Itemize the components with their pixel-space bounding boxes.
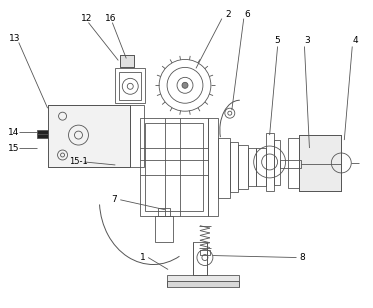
Bar (248, 148, 256, 186)
Text: 13: 13 (9, 34, 21, 43)
Text: 5: 5 (275, 36, 280, 45)
Text: 15: 15 (8, 144, 19, 152)
Text: 16: 16 (104, 14, 116, 23)
Text: 14: 14 (8, 128, 19, 137)
Bar (288, 138, 300, 188)
Bar (155, 216, 173, 241)
Bar (120, 55, 134, 67)
Bar (37, 130, 48, 138)
Bar (115, 68, 145, 103)
Bar (266, 133, 274, 191)
Text: 1: 1 (140, 253, 146, 262)
Bar (158, 208, 170, 216)
Circle shape (182, 82, 188, 88)
Bar (48, 105, 130, 167)
Bar (120, 55, 134, 67)
Bar (140, 118, 208, 216)
Bar (256, 148, 266, 186)
Text: 15-1: 15-1 (69, 157, 88, 166)
Text: 12: 12 (81, 14, 92, 23)
Bar (230, 142, 238, 192)
Bar (130, 105, 144, 167)
Text: 7: 7 (112, 195, 117, 204)
Bar (167, 282, 239, 287)
Bar (193, 241, 207, 275)
Text: 2: 2 (225, 10, 231, 19)
Bar (300, 135, 341, 191)
Bar (274, 140, 280, 185)
Bar (300, 135, 341, 191)
Bar (119, 72, 141, 100)
Bar (208, 118, 218, 216)
Bar (145, 123, 203, 211)
Bar (238, 145, 248, 189)
Text: 4: 4 (352, 36, 358, 45)
Bar (218, 138, 230, 198)
Text: 3: 3 (305, 36, 310, 45)
Text: 6: 6 (245, 10, 251, 19)
Bar (300, 135, 341, 191)
Bar (200, 249, 210, 254)
Bar (48, 105, 130, 167)
Bar (280, 160, 301, 168)
Text: 8: 8 (300, 253, 305, 262)
Bar (167, 275, 239, 282)
